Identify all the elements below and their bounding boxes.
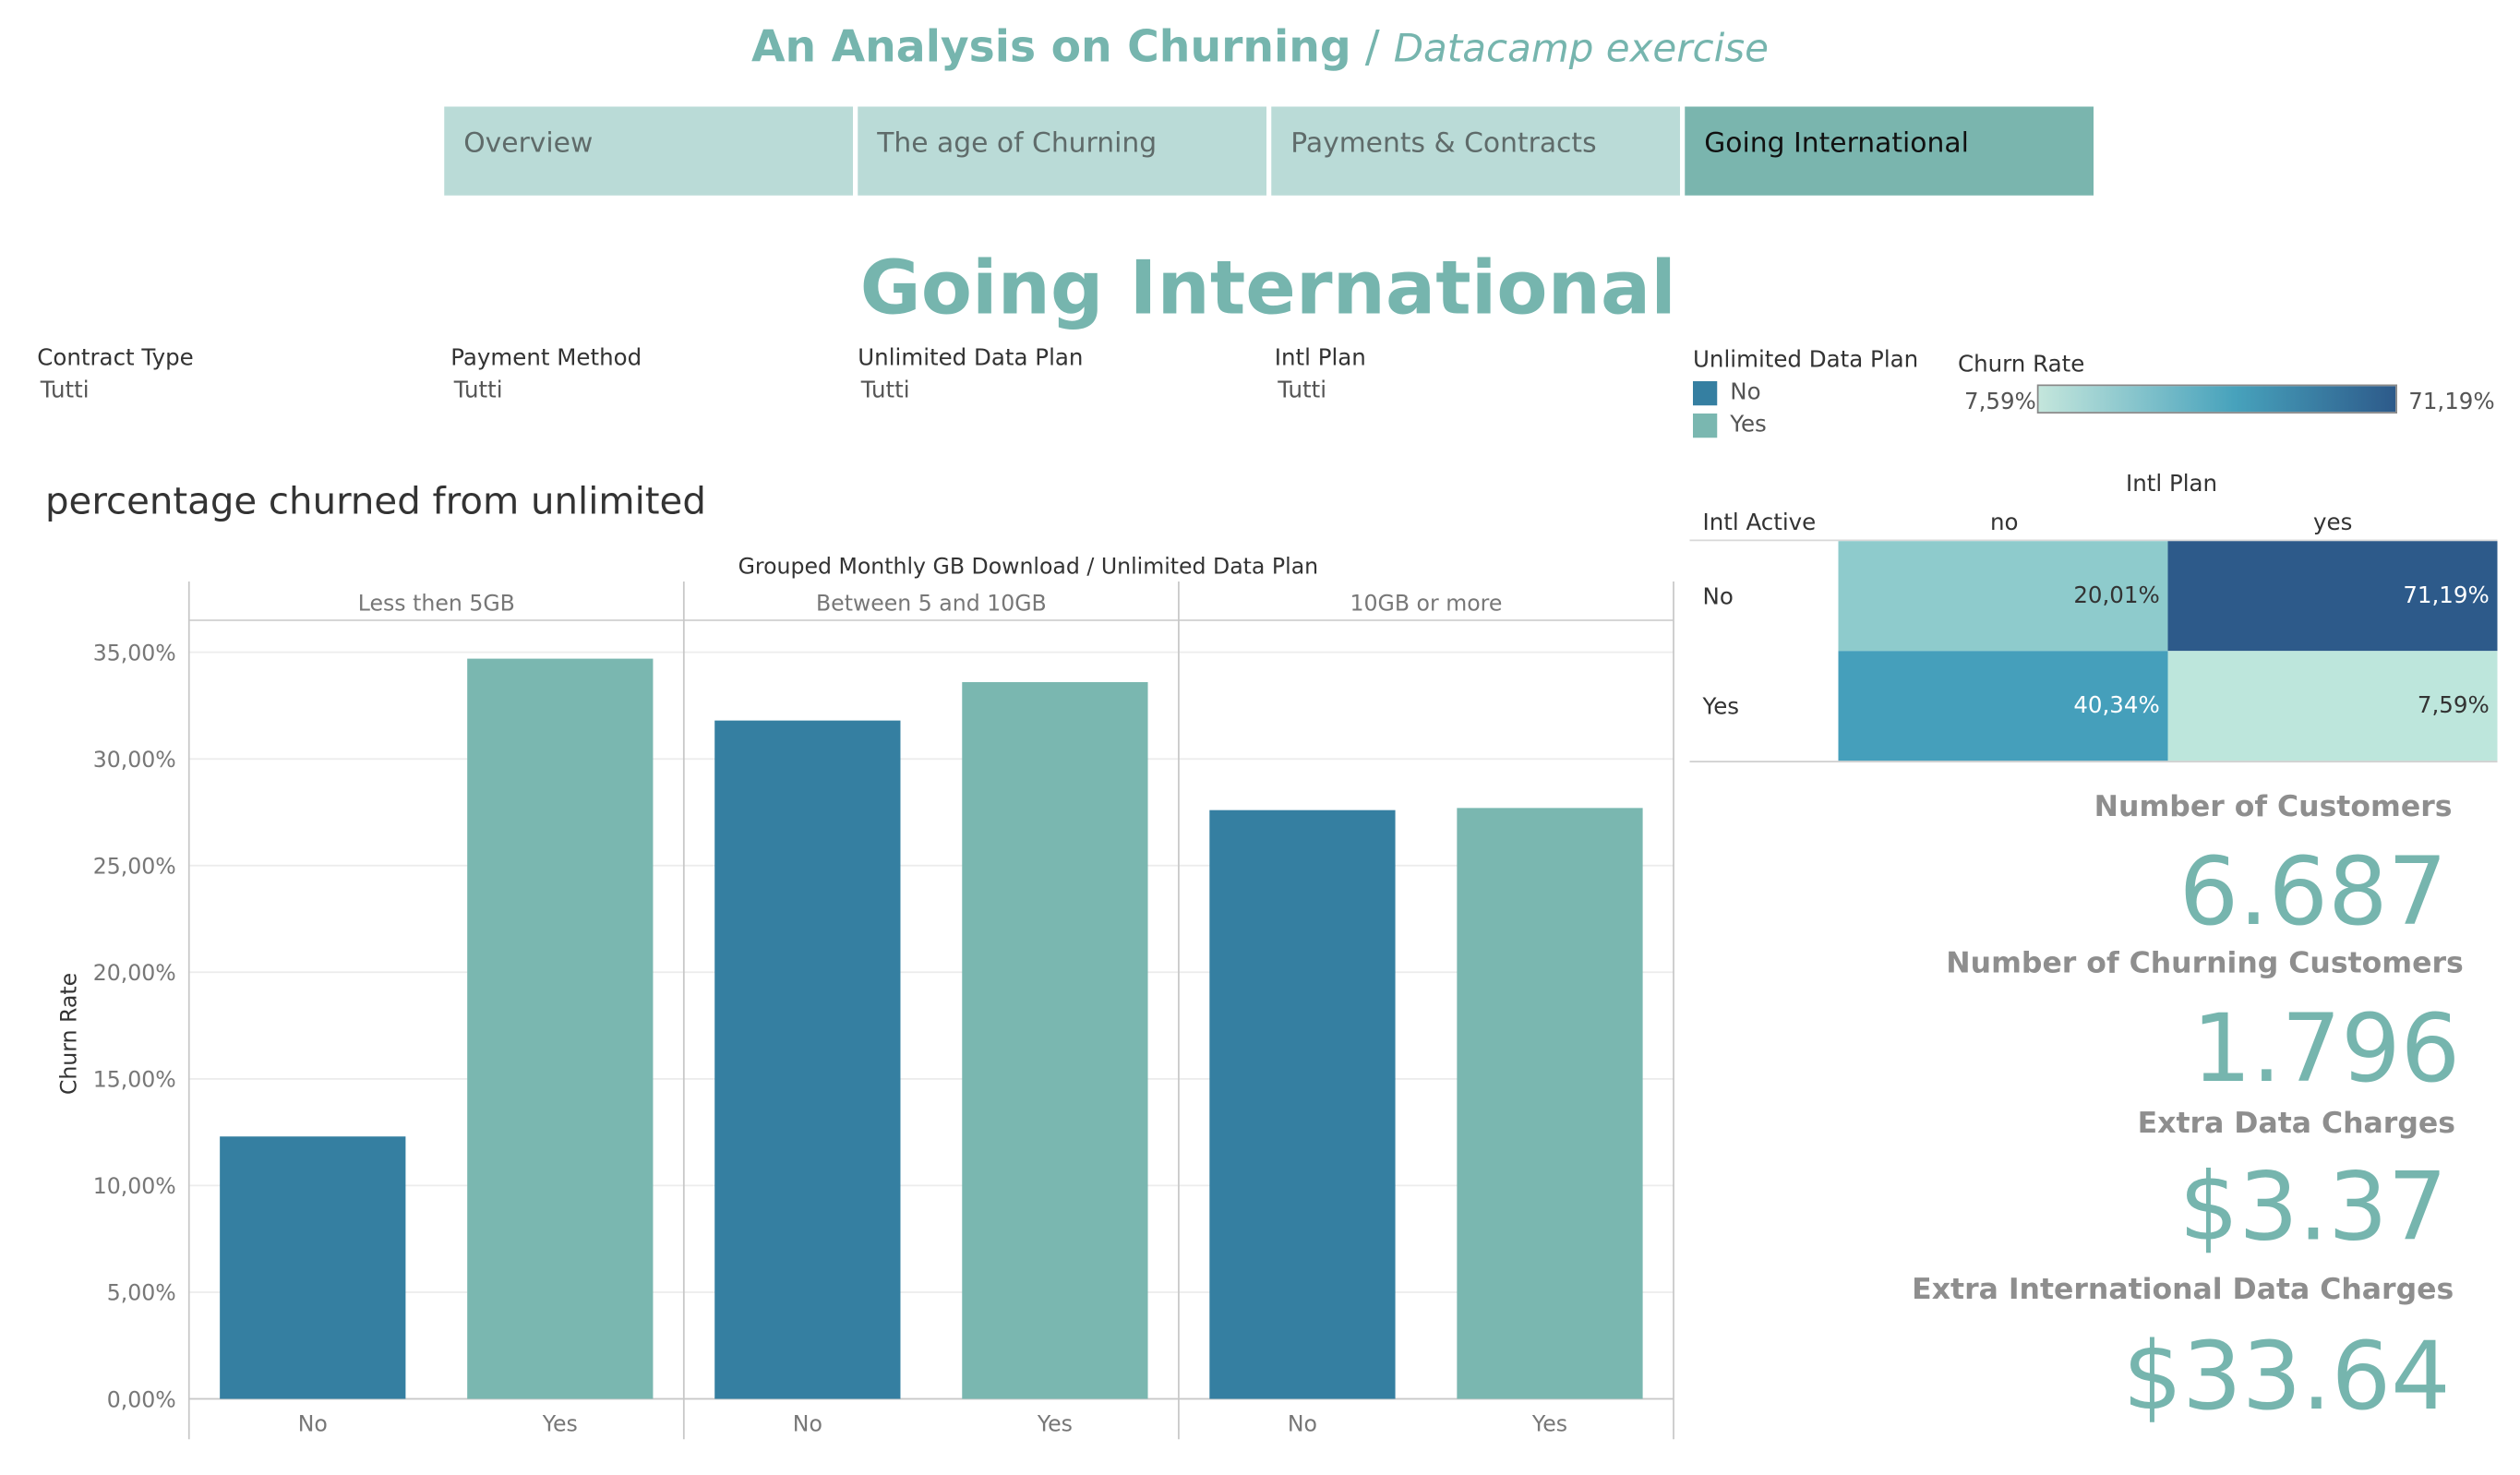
filter-contract-type: Contract Type Tutti: [37, 346, 193, 404]
header-separator: /: [1364, 22, 1380, 73]
bar-chart-title: percentage churned from unlimited: [45, 481, 706, 524]
heatmap-cell-yes-no[interactable]: 40,34%: [1838, 651, 2168, 761]
kpi-label-extra-intl-data-charges: Extra International Data Charges: [1912, 1273, 2454, 1307]
header-title: An Analysis on Churning: [750, 22, 1351, 73]
kpi-value-extra-data-charges: $3.37: [2178, 1151, 2448, 1262]
tab-payments-contracts[interactable]: Payments & Contracts: [1271, 106, 1680, 196]
churn-scale-gradient: [2036, 384, 2397, 414]
panel-label: Between 5 and 10GB: [816, 591, 1047, 617]
kpi-value-churning-customers: 1.796: [2191, 993, 2461, 1104]
x-tick-label: No: [793, 1411, 822, 1437]
legend-item-no[interactable]: No: [1693, 379, 1918, 405]
heatmap-cell-no-yes[interactable]: 71,19%: [2167, 541, 2498, 652]
y-axis-label: Churn Rate: [55, 973, 81, 1095]
filter-contract-type-value[interactable]: Tutti: [40, 378, 90, 404]
y-tick-label: 15,00%: [93, 1067, 176, 1093]
filter-intl-plan-value[interactable]: Tutti: [1278, 378, 1327, 404]
x-tick-label: Yes: [1037, 1411, 1073, 1437]
kpi-panel: Number of Customers 6.687 Number of Chur…: [1656, 788, 2464, 1467]
heatmap-row-header: Intl Active: [1702, 510, 1817, 536]
filter-unlimited-data-plan: Unlimited Data Plan Tutti: [858, 346, 1083, 404]
x-tick-label: No: [1288, 1411, 1317, 1437]
tab-going-international[interactable]: Going International: [1685, 106, 2094, 196]
y-tick-label: 30,00%: [93, 747, 176, 773]
heatmap-column-no: no: [1990, 510, 2019, 536]
heatmap-column-yes: yes: [2313, 510, 2353, 536]
bar-chart: Grouped Monthly GB Download / Unlimited …: [55, 553, 1674, 1440]
heatmap-cell-value: 7,59%: [2417, 692, 2490, 719]
heatmap-cell-no-no[interactable]: 20,01%: [1838, 541, 2168, 652]
y-tick-label: 20,00%: [93, 960, 176, 986]
filter-label: Unlimited Data Plan: [858, 345, 1084, 372]
bar-yes: [467, 658, 654, 1399]
panel-label: 10GB or more: [1350, 591, 1503, 617]
legend-label-no: No: [1730, 379, 1761, 406]
filter-payment-method-value[interactable]: Tutti: [453, 378, 503, 404]
heatmap-cell-value: 20,01%: [2073, 582, 2160, 609]
filter-label: Contract Type: [37, 345, 194, 372]
dashboard-header: An Analysis on Churning / Datacamp exerc…: [0, 23, 2520, 73]
legend-swatch-yes: [1693, 413, 1718, 438]
heatmap-title: Intl Plan: [2126, 472, 2218, 498]
y-tick-label: 0,00%: [107, 1386, 176, 1412]
color-legend: Unlimited Data Plan No Yes: [1693, 347, 1918, 438]
churn-scale-max: 71,19%: [2408, 389, 2495, 415]
kpi-label-churning-customers: Number of Churning Customers: [1946, 946, 2464, 981]
heatmap-row-no: No: [1702, 584, 1734, 611]
kpi-label-customers: Number of Customers: [2094, 789, 2453, 824]
y-tick-label: 25,00%: [93, 854, 176, 880]
chart-header: Grouped Monthly GB Download / Unlimited …: [738, 553, 1319, 579]
kpi-value-customers: 6.687: [2178, 836, 2448, 947]
tab-age-of-churning[interactable]: The age of Churning: [858, 106, 1266, 196]
intl-plan-heatmap: Intl Plan Intl Active no yes No Yes 20,0…: [1689, 469, 2498, 768]
y-tick-label: 35,00%: [93, 640, 176, 666]
heatmap-cell-yes-yes[interactable]: 7,59%: [2167, 651, 2498, 761]
page-title: Going International: [859, 244, 1676, 331]
y-tick-label: 5,00%: [107, 1280, 176, 1306]
bar-no: [714, 720, 901, 1399]
panel-label: Less then 5GB: [358, 591, 515, 617]
bar-no: [220, 1136, 406, 1399]
legend-swatch-no: [1693, 380, 1718, 405]
heatmap-cell-value: 71,19%: [2403, 582, 2490, 609]
churn-scale-title: Churn Rate: [1958, 352, 2085, 378]
legend-label-yes: Yes: [1730, 412, 1767, 438]
filter-payment-method: Payment Method Tutti: [450, 346, 642, 404]
filter-intl-plan: Intl Plan Tutti: [1275, 346, 1366, 404]
bar-yes: [962, 682, 1148, 1399]
heatmap-cell-value: 40,34%: [2073, 692, 2160, 719]
bar-no: [1209, 809, 1396, 1399]
tab-overview[interactable]: Overview: [444, 106, 853, 196]
x-tick-label: Yes: [542, 1411, 578, 1437]
filter-unlimited-data-plan-value[interactable]: Tutti: [860, 378, 910, 404]
filter-label: Payment Method: [450, 345, 642, 372]
heatmap-header-rule: [1689, 539, 2498, 542]
legend-item-yes[interactable]: Yes: [1693, 412, 1918, 438]
churn-scale-min: 7,59%: [1964, 389, 2036, 415]
heatmap-bottom-rule: [1689, 761, 2498, 762]
header-subtitle: Datacamp exercise: [1393, 26, 1770, 71]
bar-yes: [1457, 808, 1643, 1399]
churn-rate-scale: Churn Rate 7,59% 71,19%: [1958, 352, 2495, 415]
legend-title: Unlimited Data Plan: [1693, 347, 1919, 374]
x-tick-label: Yes: [1531, 1411, 1567, 1437]
filter-label: Intl Plan: [1274, 345, 1366, 372]
kpi-value-extra-intl-data-charges: $33.64: [2122, 1321, 2451, 1432]
x-tick-label: No: [298, 1411, 328, 1437]
y-tick-label: 10,00%: [93, 1173, 176, 1199]
kpi-label-extra-data-charges: Extra Data Charges: [2137, 1106, 2455, 1141]
heatmap-row-yes: Yes: [1702, 694, 1740, 721]
